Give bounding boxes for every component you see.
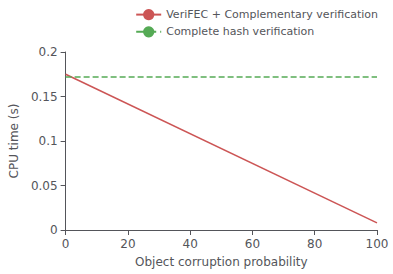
svg-text:0.1: 0.1: [39, 134, 58, 148]
svg-text:0.15: 0.15: [31, 90, 58, 104]
svg-text:60: 60: [245, 237, 260, 251]
svg-text:0: 0: [50, 223, 58, 237]
svg-text:40: 40: [183, 237, 198, 251]
svg-text:CPU time (s): CPU time (s): [7, 104, 21, 179]
svg-text:80: 80: [307, 237, 322, 251]
svg-text:0: 0: [62, 237, 70, 251]
svg-text:100: 100: [366, 237, 389, 251]
svg-text:VeriFEC + Complementary verifi: VeriFEC + Complementary verification: [166, 8, 378, 21]
svg-text:Object corruption probability: Object corruption probability: [135, 255, 308, 269]
svg-text:0.05: 0.05: [31, 179, 58, 193]
svg-text:0.2: 0.2: [39, 45, 58, 59]
svg-text:Complete hash verification: Complete hash verification: [166, 25, 314, 38]
svg-text:20: 20: [120, 237, 135, 251]
